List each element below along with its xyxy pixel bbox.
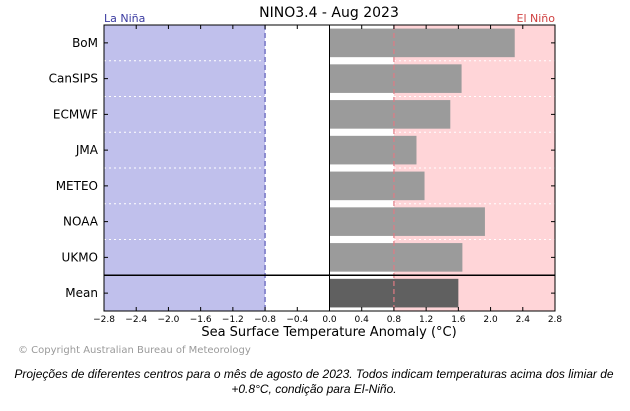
bars	[329, 28, 515, 308]
figure-caption: Projeções de diferentes centros para o m…	[14, 367, 614, 396]
x-tick-label: −2.0	[157, 315, 179, 325]
x-tick-label: −2.4	[125, 315, 147, 325]
reference-lines	[104, 25, 555, 311]
category-label: METEO	[56, 179, 98, 193]
x-tick-label: 0.4	[355, 315, 370, 325]
x-tick-label: 2.4	[516, 315, 531, 325]
la-nina-label: La Niña	[104, 12, 145, 25]
x-tick-label: 0.8	[387, 315, 402, 325]
y-axis-labels: BoM CanSIPS ECMWF JMA METEO NOAA UKMO Mean	[49, 36, 555, 300]
bar-noaa	[329, 207, 485, 236]
bar-jma	[329, 135, 417, 165]
x-tick-label: −2.8	[93, 315, 115, 325]
x-tick-label: −1.6	[190, 315, 212, 325]
x-tick-label: 0.0	[322, 315, 337, 325]
bar-bom	[329, 28, 515, 58]
category-label: Mean	[65, 286, 98, 300]
x-tick-label: 2.8	[548, 315, 563, 325]
nino34-chart: −2.8 −2.4 −2.0 −1.6 −1.2 −0.8 −0.4 0.0 0.4 0.8 1.2…	[49, 5, 563, 340]
bar-ecmwf	[329, 100, 451, 129]
x-tick-label: 2.0	[483, 315, 498, 325]
category-label: ECMWF	[53, 107, 98, 121]
x-tick-label: −0.8	[254, 315, 276, 325]
x-tick-label: −1.2	[222, 315, 244, 325]
bar-ukmo	[329, 243, 463, 272]
x-tick-label: 1.6	[451, 315, 466, 325]
x-tick-label: 1.2	[419, 315, 433, 325]
category-label: UKMO	[62, 250, 98, 264]
x-tick-label: −0.4	[286, 315, 308, 325]
chart-title: NINO3.4 - Aug 2023	[259, 5, 399, 21]
category-label: JMA	[75, 143, 99, 157]
bar-meteo	[329, 171, 425, 201]
x-axis-ticks: −2.8 −2.4 −2.0 −1.6 −1.2 −0.8 −0.4 0.0 0.4 0.8 1.2…	[93, 25, 562, 325]
el-nino-label: El Niño	[517, 12, 556, 25]
category-label: CanSIPS	[49, 72, 98, 86]
category-label: BoM	[72, 36, 98, 50]
category-label: NOAA	[63, 215, 99, 229]
copyright-note: © Copyright Australian Bureau of Meteoro…	[18, 345, 251, 356]
bar-cansips	[329, 64, 462, 93]
x-axis-label: Sea Surface Temperature Anomaly (°C)	[201, 325, 456, 340]
